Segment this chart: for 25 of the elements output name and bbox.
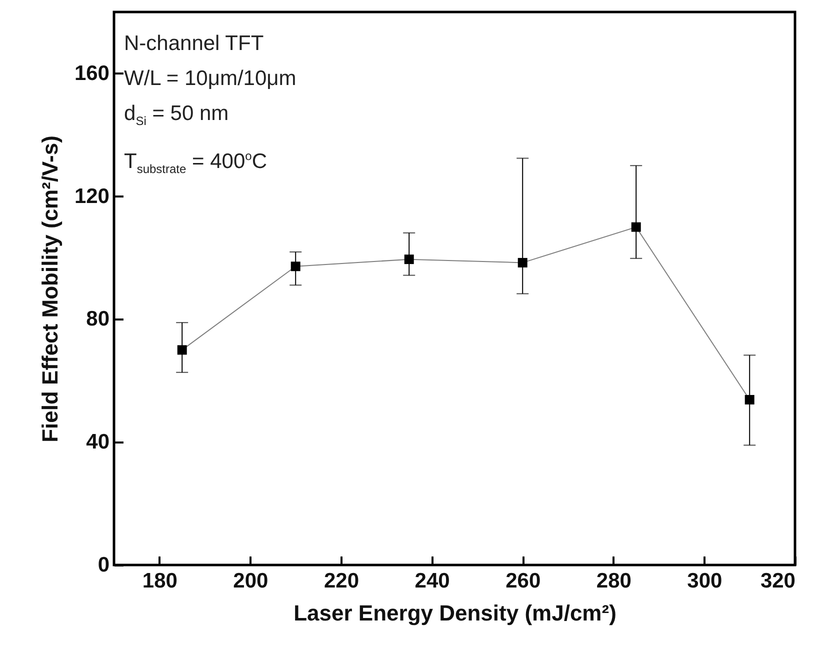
x-tick-label: 240 — [414, 570, 450, 592]
y-tick-label: 40 — [86, 430, 110, 454]
point — [177, 345, 187, 355]
y-tick-label: 160 — [74, 62, 110, 85]
x-tick-label: 200 — [233, 570, 268, 592]
x-tick-label: 300 — [687, 570, 722, 592]
x-tick-label: 320 — [760, 570, 796, 592]
x-axis-title: Laser Energy Density (mJ/cm²) — [294, 600, 616, 626]
y-tick-label: 120 — [74, 184, 110, 208]
x-tick-label: 220 — [324, 570, 360, 592]
annotation: T$_{substrate}$ = 400$^{o}$C — [124, 148, 268, 178]
annotation: W/L = 10μm/10μm — [124, 66, 296, 92]
y-tick-label: 0 — [98, 554, 110, 576]
point — [744, 394, 754, 404]
x-tick-label: 180 — [142, 570, 178, 592]
point — [518, 258, 528, 268]
x-tick-label: 260 — [506, 570, 541, 592]
point — [290, 262, 300, 272]
point — [404, 254, 414, 264]
annotation: N-channel TFT — [124, 31, 265, 57]
x-tick-label: 280 — [596, 570, 632, 592]
y-axis-title: Field Effect Mobility (cm²/V-s) — [37, 136, 62, 442]
point — [631, 222, 641, 232]
annotation: d$_{Si}$ = 50 nm — [124, 101, 230, 130]
y-tick-label: 80 — [86, 308, 110, 331]
